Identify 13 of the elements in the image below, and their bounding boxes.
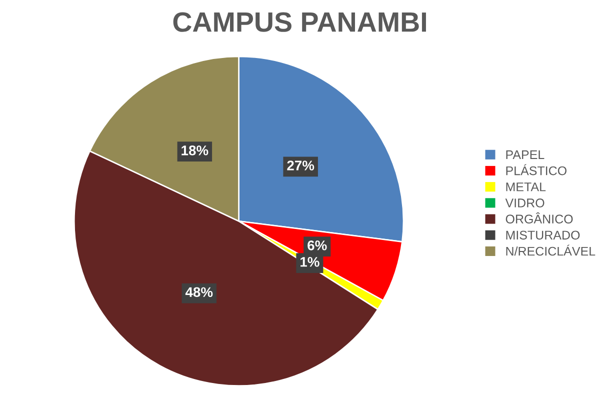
data-label: 1% [300, 256, 320, 267]
legend-label: METAL [506, 182, 546, 192]
legend-label: PAPEL [506, 150, 544, 159]
data-label: 48% [185, 287, 213, 298]
data-label: 27% [287, 160, 314, 170]
legend-label: MISTURADO [506, 230, 580, 240]
legend-label: N/RECICLÁVEL [506, 244, 596, 256]
data-label: 18% [182, 145, 208, 156]
legend-label: ORGÂNICO [506, 212, 573, 224]
legend-label: PLÁSTICO [506, 164, 566, 176]
legend-label: VIDRO [505, 198, 544, 208]
data-label: 6% [308, 240, 327, 250]
chart-title: CAMPUS PANAMBI [173, 12, 426, 32]
